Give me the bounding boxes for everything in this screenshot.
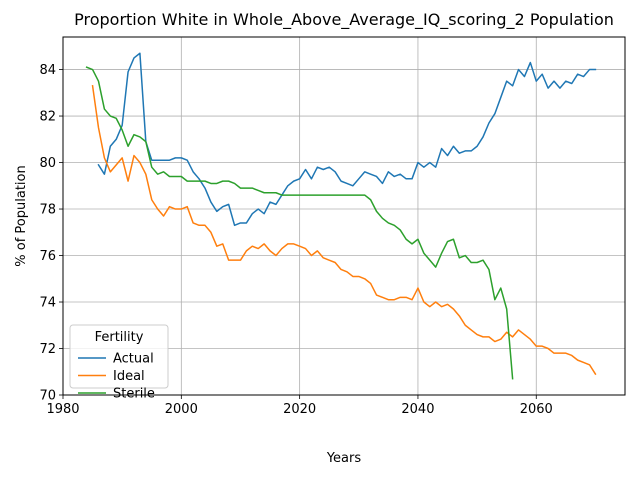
legend-label-actual: Actual — [113, 352, 154, 367]
y-tick-label: 82 — [39, 110, 56, 125]
x-axis-ticks: 1980 2000 2020 2040 2060 — [46, 395, 553, 417]
legend-box — [69, 324, 169, 389]
legend-label-ideal: Ideal — [113, 369, 145, 384]
y-axis-ticks: 70 72 74 76 78 80 82 84 — [39, 63, 63, 404]
series-line-ideal — [91, 84, 597, 376]
series-line-sterile — [85, 66, 514, 380]
legend: Fertility Actual Ideal Sterile — [69, 324, 169, 402]
y-tick-label: 80 — [39, 156, 56, 171]
chart-title: Proportion White in Whole_Above_Average_… — [74, 10, 614, 30]
x-tick-label: 2020 — [283, 402, 316, 417]
legend-title: Fertility — [95, 330, 144, 345]
y-tick-label: 70 — [39, 389, 56, 404]
plot-frame — [62, 36, 626, 396]
y-tick-label: 76 — [39, 249, 56, 264]
x-tick-label: 2040 — [401, 402, 434, 417]
x-tick-label: 2000 — [165, 402, 198, 417]
x-tick-label: 1980 — [46, 402, 79, 417]
legend-label-sterile: Sterile — [113, 387, 155, 402]
series-line-actual — [97, 52, 597, 227]
y-tick-label: 78 — [39, 203, 56, 218]
y-axis-label: % of Population — [14, 165, 29, 266]
x-tick-label: 2060 — [520, 402, 553, 417]
y-tick-label: 74 — [39, 296, 56, 311]
y-tick-label: 72 — [39, 342, 56, 357]
x-axis-label: Years — [326, 451, 362, 466]
series-lines — [85, 52, 597, 380]
y-tick-label: 84 — [39, 63, 56, 78]
